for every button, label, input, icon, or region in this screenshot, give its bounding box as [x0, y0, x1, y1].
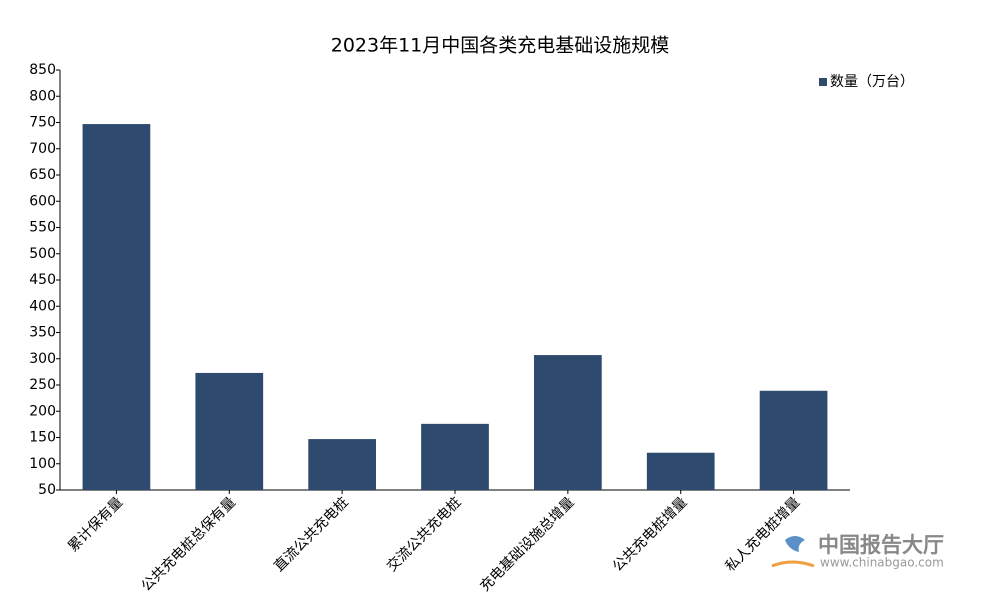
legend-swatch: [819, 78, 827, 86]
x-tick-label: 公共充电桩总保有量: [138, 494, 239, 595]
y-tick-label: 550: [29, 220, 56, 236]
y-tick-label: 250: [29, 377, 56, 393]
bar: [646, 452, 715, 490]
watermark-url: www.chinabgao.com: [820, 556, 944, 570]
y-tick-label: 450: [29, 272, 56, 288]
y-tick-label: 200: [29, 403, 56, 419]
legend-label: 数量（万台）: [830, 74, 914, 90]
y-tick-label: 650: [29, 167, 56, 183]
watermark-logo: [771, 560, 815, 568]
y-tick-label: 400: [29, 298, 56, 314]
bar: [82, 124, 151, 490]
y-tick-label: 350: [29, 325, 56, 341]
y-tick-label: 300: [29, 351, 56, 367]
watermark-logo: [785, 536, 805, 552]
y-tick-label: 850: [29, 62, 56, 78]
bar: [308, 439, 376, 490]
x-tick-label: 直流公共充电桩: [270, 494, 351, 575]
bar: [759, 390, 828, 490]
y-tick-label: 750: [29, 115, 56, 131]
y-tick-label: 500: [29, 246, 56, 262]
x-tick-label: 公共充电桩增量: [609, 494, 690, 575]
x-tick-label: 充电基础设施总增量: [476, 494, 577, 595]
watermark-name: 中国报告大厅: [818, 533, 944, 557]
y-tick-label: 700: [29, 141, 56, 157]
bar: [195, 372, 264, 490]
chart-title: 2023年11月中国各类充电基础设施规模: [331, 35, 670, 57]
x-tick-label: 累计保有量: [65, 494, 126, 555]
y-tick-label: 50: [38, 482, 56, 498]
y-tick-label: 800: [29, 88, 56, 104]
watermark: 中国报告大厅 www.chinabgao.com: [771, 533, 944, 570]
bar: [534, 355, 602, 490]
y-tick-label: 150: [29, 430, 56, 446]
bar: [421, 423, 489, 490]
y-tick-label: 100: [29, 456, 56, 472]
y-tick-label: 600: [29, 193, 56, 209]
x-tick-label: 交流公共充电桩: [383, 494, 464, 575]
